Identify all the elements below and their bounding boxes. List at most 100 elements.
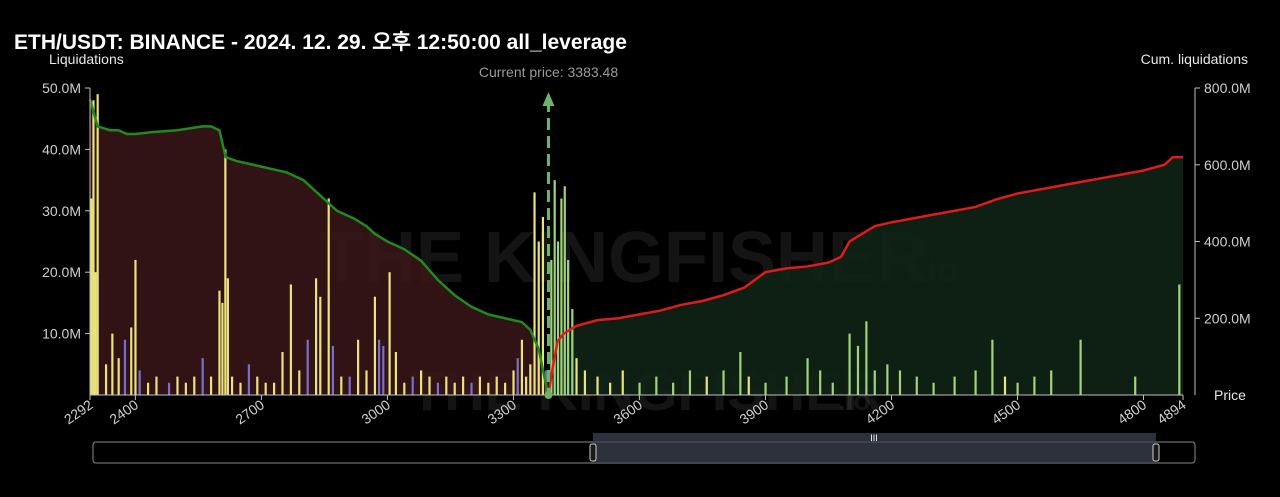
y-tick-label: 50.0M — [42, 80, 81, 96]
liquidation-bar — [516, 358, 519, 395]
liquidation-bar — [420, 370, 423, 395]
liquidation-bar — [571, 309, 574, 395]
liquidation-bar — [201, 358, 204, 395]
liquidation-bar — [621, 370, 624, 395]
range-slider[interactable]: III — [92, 433, 1196, 464]
short-cum-line — [547, 155, 1183, 396]
liquidation-bar — [104, 364, 108, 395]
y2-tick-label: 600.0M — [1204, 157, 1251, 173]
liquidation-bar — [567, 259, 570, 395]
liquidation-bar — [520, 339, 524, 395]
liquidation-bar — [609, 382, 612, 395]
liquidation-bar — [932, 382, 935, 395]
liquidation-bar — [705, 376, 708, 395]
liquidation-bar — [462, 376, 465, 395]
range-slider-grip-icon[interactable]: III — [870, 433, 878, 443]
liquidation-bar — [356, 339, 360, 395]
liquidation-bar — [873, 370, 876, 395]
x-tick-label: 3000 — [358, 396, 393, 427]
current-price-dot — [544, 391, 553, 399]
y-tick-label: 30.0M — [42, 203, 81, 219]
liquidation-bar — [221, 302, 224, 395]
liquidation-bar — [331, 345, 334, 395]
liquidation-bar — [991, 339, 994, 395]
liquidation-bar — [512, 370, 515, 395]
x-axis-title: Price — [1214, 387, 1246, 403]
liquidation-bar — [436, 382, 440, 395]
liquidation-bar — [553, 180, 556, 395]
liquidation-bar — [348, 376, 351, 395]
liquidation-bar — [655, 376, 658, 395]
liquidation-bar — [130, 327, 133, 395]
range-slider-selection[interactable] — [593, 433, 1156, 463]
liquidation-bar — [453, 382, 456, 395]
liquidation-bar — [298, 370, 301, 395]
liquidation-bar — [272, 382, 276, 395]
liquidation-bar — [583, 370, 587, 395]
liquidation-bar — [672, 382, 675, 395]
liquidation-bar — [575, 358, 578, 395]
liquidation-bar — [226, 278, 229, 395]
liquidation-bar — [230, 376, 234, 395]
cumulative-lines — [88, 99, 1183, 396]
liquidation-bar — [394, 352, 398, 395]
y-axis-title: Liquidations — [49, 51, 124, 67]
liquidation-bar — [365, 370, 368, 395]
liquidation-bar — [184, 382, 187, 395]
x-tick-label: 2292 — [61, 396, 96, 427]
x-tick-label: 2400 — [106, 396, 141, 427]
liquidation-bar — [541, 216, 545, 395]
liquidation-bar — [495, 376, 498, 395]
current-price-arrow — [542, 92, 555, 106]
liquidation-bar — [974, 370, 977, 395]
y2-tick-label: 800.0M — [1204, 80, 1251, 96]
liquidation-bar — [209, 376, 213, 395]
liquidation-bar — [747, 376, 750, 395]
liquidation-bar — [111, 333, 114, 395]
liquidation-bar — [403, 382, 406, 395]
y-tick-label: 20.0M — [42, 264, 81, 280]
liquidation-bar — [915, 376, 918, 395]
liquidation-bar — [722, 370, 725, 395]
liquidation-bar — [1033, 376, 1036, 395]
short-cum-fill — [548, 157, 1183, 395]
liquidation-bar — [155, 376, 158, 395]
liquidation-bar — [445, 376, 448, 395]
liquidation-bar — [96, 94, 99, 395]
liquidation-bar — [550, 259, 553, 395]
liquidation-bar — [478, 376, 482, 395]
liquidation-bar — [563, 186, 566, 395]
liquidation-bar — [525, 376, 528, 395]
liquidation-bar — [556, 241, 560, 395]
liquidation-bar — [289, 284, 292, 395]
liquidation-bar — [533, 192, 536, 395]
x-tick-label: 4500 — [989, 396, 1024, 427]
liquidation-bar — [117, 358, 120, 395]
liquidation-bar — [167, 382, 171, 395]
liquidation-bar — [1050, 370, 1053, 395]
liquidation-bar — [537, 241, 540, 395]
range-slider-left-handle[interactable] — [589, 443, 597, 462]
range-slider-right-handle[interactable] — [1152, 443, 1160, 462]
liquidation-bar — [785, 376, 788, 395]
liquidation-bar — [92, 100, 95, 395]
liquidation-bar — [470, 382, 473, 395]
liquidation-bar — [281, 352, 284, 395]
current-price-marker: Current price: 3383.48 — [479, 64, 619, 399]
long-cum-fill — [90, 99, 549, 395]
liquidation-bar — [1178, 284, 1181, 395]
y2-tick-label: 400.0M — [1204, 234, 1251, 250]
liquidation-bar — [378, 339, 381, 395]
cumulative-fills — [90, 99, 1183, 395]
x-tick-label: 4800 — [1115, 396, 1150, 427]
liquidation-bar — [138, 370, 141, 395]
current-price-label: Current price: 3383.48 — [479, 64, 619, 80]
x-tick-label: 2700 — [232, 396, 267, 427]
liquidation-bar — [688, 370, 692, 395]
liquidation-bar — [373, 296, 377, 395]
liquidation-bar — [247, 364, 250, 395]
liquidation-bar — [1134, 376, 1137, 395]
liquidation-bar — [146, 382, 150, 395]
liquidation-bar — [90, 198, 93, 395]
